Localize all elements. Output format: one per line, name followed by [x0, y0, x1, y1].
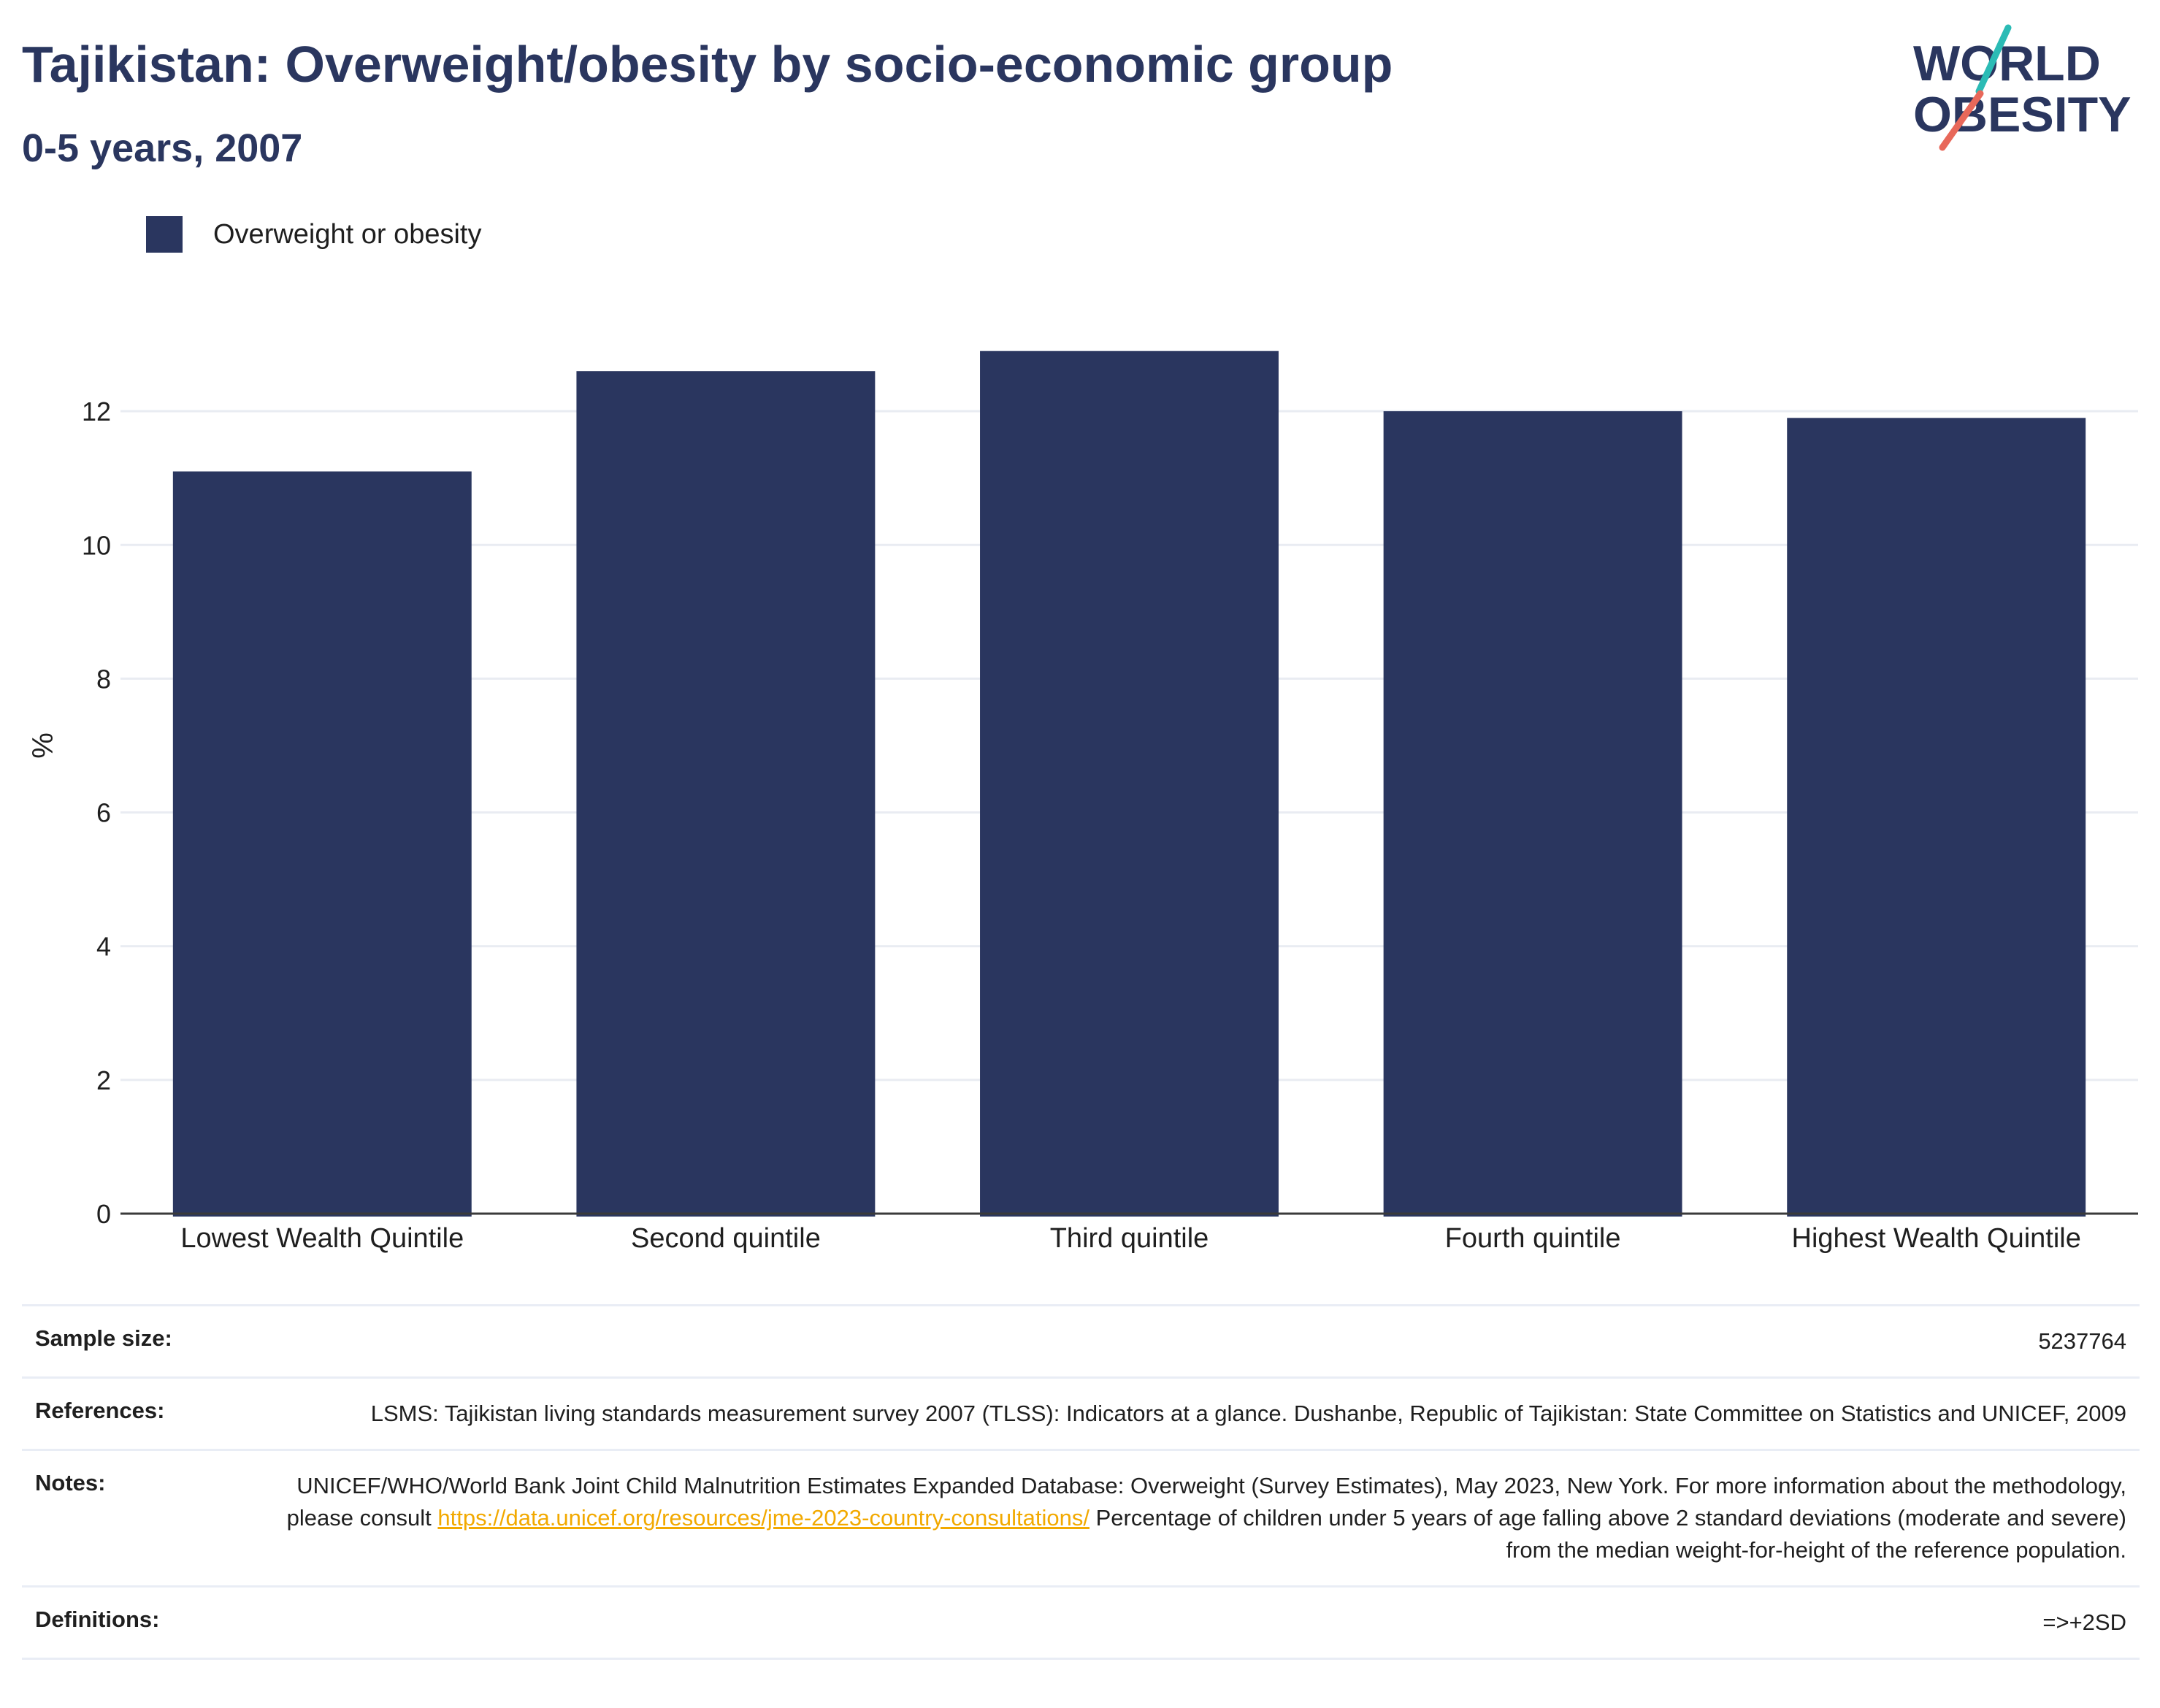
- bar: [172, 471, 472, 1217]
- notes-value: UNICEF/WHO/World Bank Joint Child Malnut…: [272, 1470, 2126, 1566]
- info-row-definitions: Definitions: =>+2SD: [22, 1585, 2140, 1660]
- world-obesity-logo-graphic: WORLD OBESITY: [1913, 24, 2132, 151]
- logo-line-1: WORLD: [1913, 36, 2101, 91]
- legend-label: Overweight or obesity: [213, 218, 482, 250]
- bars: [172, 351, 2086, 1217]
- world-obesity-logo: WORLD OBESITY: [1899, 22, 2147, 153]
- references-value: LSMS: Tajikistan living standards measur…: [370, 1401, 2126, 1426]
- bar: [980, 351, 1279, 1217]
- notes-text-before: UNICEF/WHO/World Bank Joint Child Malnut…: [286, 1473, 2126, 1531]
- x-tick-labels: Lowest Wealth Quintile Second quintile Thi…: [180, 1223, 2081, 1254]
- bar-chart: 0 2 4 6 8 10 12 Lowest Wealth Quintile Second q…: [27, 351, 2138, 1254]
- y-tick-label: 4: [96, 932, 111, 962]
- definitions-label: Definitions:: [35, 1606, 160, 1632]
- x-tick-label: Fourth quintile: [1445, 1223, 1621, 1254]
- x-tick-label: Second quintile: [631, 1223, 821, 1254]
- notes-text-after: Percentage of children under 5 years of …: [1089, 1505, 2126, 1563]
- chart-title: Tajikistan: Overweight/obesity by socio-…: [22, 36, 1393, 93]
- y-tick-label: 10: [82, 530, 111, 560]
- y-tick-label: 2: [96, 1065, 111, 1095]
- bar: [1787, 418, 2086, 1217]
- info-row-sample-size: Sample size: 5237764: [22, 1304, 2140, 1376]
- bar: [576, 371, 876, 1217]
- bar: [1383, 411, 1682, 1217]
- legend: Overweight or obesity: [146, 216, 482, 253]
- y-axis-label: %: [27, 732, 59, 759]
- y-tick-label: 8: [96, 664, 111, 694]
- methodology-link[interactable]: https://data.unicef.org/resources/jme-20…: [437, 1505, 1089, 1531]
- chart-subtitle: 0-5 years, 2007: [22, 126, 303, 170]
- info-row-references: References: LSMS: Tajikistan living stan…: [22, 1376, 2140, 1449]
- sample-size-label: Sample size:: [35, 1325, 172, 1351]
- x-tick-label: Third quintile: [1050, 1223, 1209, 1254]
- y-tick-label: 6: [96, 798, 111, 828]
- logo-slash-teal: [1975, 24, 2012, 95]
- logo-slash-coral: [1939, 90, 1984, 151]
- info-table: Sample size: 5237764 References: LSMS: T…: [22, 1304, 2140, 1660]
- y-tick-labels: 0 2 4 6 8 10 12: [82, 397, 111, 1229]
- definitions-value: =>+2SD: [2042, 1609, 2126, 1635]
- y-tick-label: 0: [96, 1199, 111, 1229]
- info-row-notes: Notes: UNICEF/WHO/World Bank Joint Child…: [22, 1449, 2140, 1585]
- legend-swatch: [146, 216, 183, 253]
- y-tick-label: 12: [82, 397, 111, 426]
- notes-label: Notes:: [35, 1470, 106, 1496]
- x-tick-label: Highest Wealth Quintile: [1792, 1223, 2081, 1254]
- x-tick-label: Lowest Wealth Quintile: [180, 1223, 464, 1254]
- sample-size-value: 5237764: [2038, 1328, 2126, 1354]
- references-label: References:: [35, 1398, 165, 1423]
